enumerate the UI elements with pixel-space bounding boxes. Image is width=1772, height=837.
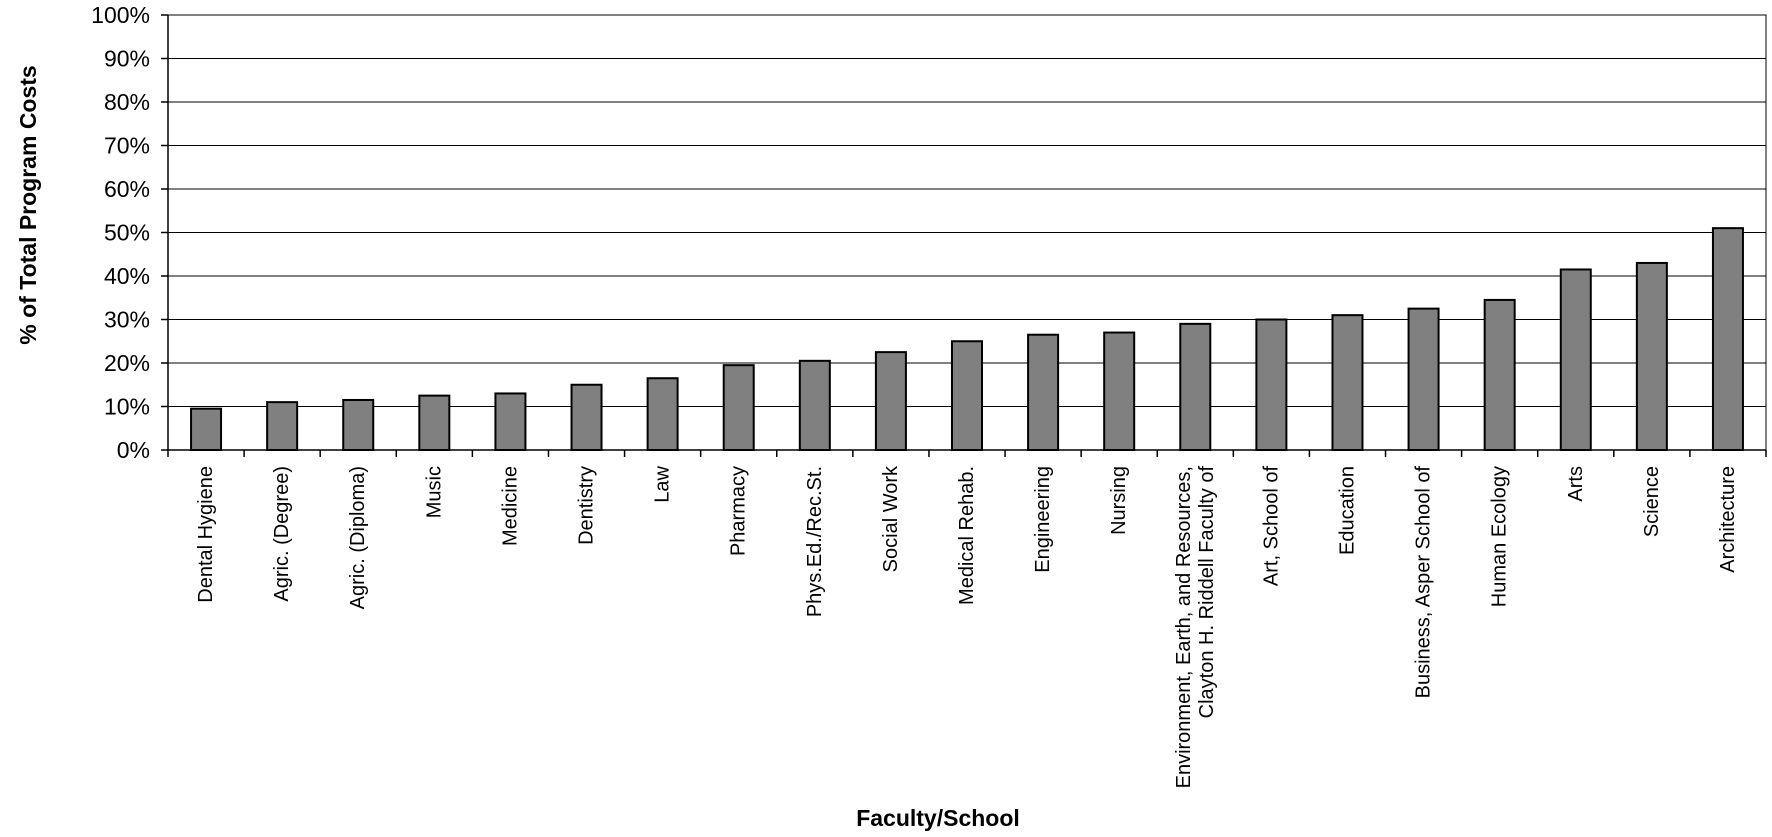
x-tick-label: Pharmacy xyxy=(728,466,750,556)
bar xyxy=(1711,227,1744,451)
bar xyxy=(798,359,831,452)
bar xyxy=(1331,314,1364,451)
bar xyxy=(1559,268,1592,451)
y-tick-label: 90% xyxy=(104,46,150,72)
bar xyxy=(1483,298,1516,451)
x-tick-label: Engineering xyxy=(1032,466,1054,573)
bars xyxy=(190,227,1744,452)
bar xyxy=(1255,318,1288,451)
bar xyxy=(951,340,983,451)
bar xyxy=(570,383,603,451)
x-tick-label: Business, Asper School of xyxy=(1413,466,1435,699)
bar xyxy=(1027,333,1060,452)
bar xyxy=(1407,307,1440,451)
x-tick-labels: Dental Hygiene Agric. (Degree) Agric. (Dip… xyxy=(195,465,1739,788)
x-tick-label: Art, School of xyxy=(1260,466,1282,587)
bar xyxy=(1103,331,1136,451)
x-tick-label: Medical Rehab. xyxy=(956,466,978,605)
bar xyxy=(646,377,679,452)
bar xyxy=(1635,261,1668,452)
bar xyxy=(722,364,755,451)
x-tick-label: Environment, Earth, and Resources, xyxy=(1173,466,1195,788)
bar xyxy=(494,392,527,452)
x-tick-label: Social Work xyxy=(880,465,902,572)
y-tick-label: 60% xyxy=(104,176,150,202)
y-tick-label: 80% xyxy=(104,89,150,115)
x-tick-label: Education xyxy=(1336,466,1358,555)
y-tick-label: 100% xyxy=(91,2,150,28)
bar xyxy=(874,351,907,451)
x-axis-title: Faculty/School xyxy=(856,805,1020,831)
x-tick-label: Law xyxy=(652,465,674,502)
bar xyxy=(342,398,375,452)
x-tick-label: Agric. (Diploma) xyxy=(347,466,369,609)
y-tick-label: 70% xyxy=(104,133,150,159)
bar xyxy=(1179,322,1212,452)
bar xyxy=(418,394,451,451)
bar xyxy=(266,401,299,451)
x-tick-label: Dentistry xyxy=(576,466,598,545)
x-tick-label: Agric. (Degree) xyxy=(271,466,293,602)
y-tick-label: 20% xyxy=(104,350,150,376)
axes xyxy=(161,14,1767,457)
y-tick-label: 30% xyxy=(104,307,150,333)
x-tick-label: Architecture xyxy=(1717,466,1739,573)
y-tick-label: 10% xyxy=(104,394,150,420)
y-axis-title: % of Total Program Costs xyxy=(15,65,41,344)
y-tick-label: 50% xyxy=(104,220,150,246)
x-tick-label: Human Ecology xyxy=(1489,466,1511,607)
x-tick-label: Phys.Ed./Rec.St. xyxy=(804,466,826,617)
x-tick-label: Arts xyxy=(1565,466,1587,502)
x-tick-label: Music xyxy=(423,466,445,518)
x-tick-label: Nursing xyxy=(1108,466,1130,535)
y-tick-labels: 0% 10% 20% 30% 40% 50% 60% 70% 80% 90% 100% xyxy=(91,2,150,463)
bar xyxy=(190,407,223,451)
x-tick-label: Science xyxy=(1641,466,1663,537)
y-tick-label: 40% xyxy=(104,263,150,289)
x-tick-label: Medicine xyxy=(499,466,521,546)
x-tick-label: Dental Hygiene xyxy=(195,466,217,603)
x-tick-label: Clayton H. Riddell Faculty of xyxy=(1196,466,1218,719)
y-tick-label: 0% xyxy=(117,437,150,463)
